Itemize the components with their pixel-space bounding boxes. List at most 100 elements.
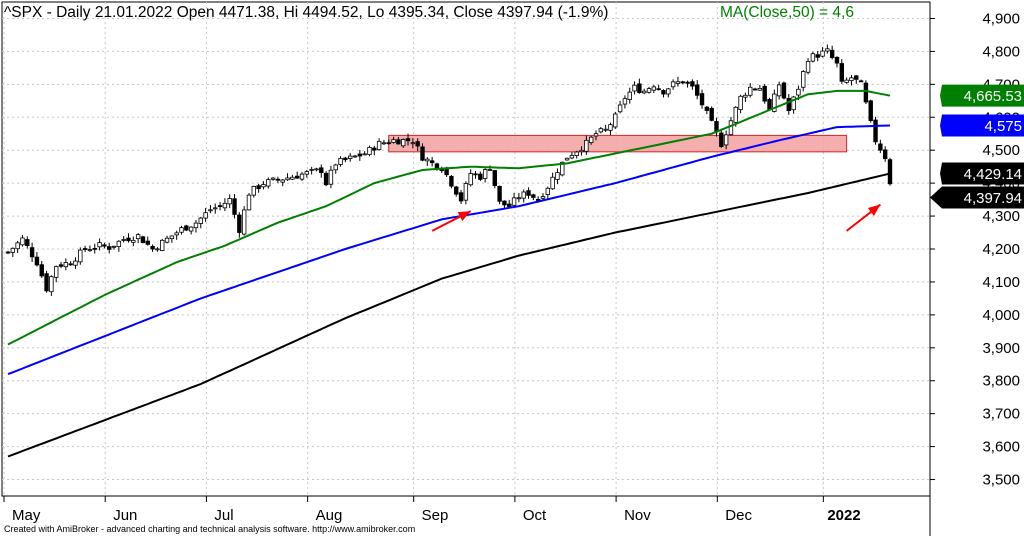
y-axis: 3,500 3,600 3,700 3,800 3,900 4,000 4,100 4,200… xyxy=(929,2,1020,536)
candle-body xyxy=(29,247,35,258)
candle-body xyxy=(338,157,343,165)
candle-body xyxy=(781,82,787,99)
candle-body xyxy=(540,196,546,199)
candle-body xyxy=(791,96,796,111)
candle-body xyxy=(714,121,719,133)
candle-body xyxy=(545,187,551,195)
candle-body xyxy=(574,151,579,156)
price-tag-label: 4,575 xyxy=(984,118,1022,135)
candle-body xyxy=(15,242,20,250)
y-tick-label: 3,500 xyxy=(982,472,1020,489)
candle-body xyxy=(801,71,806,88)
candle-body xyxy=(97,242,102,248)
candle-body xyxy=(87,249,93,252)
candle-body xyxy=(396,139,401,145)
x-tick-label: May xyxy=(12,507,41,524)
candle-body xyxy=(391,139,396,143)
candle-body xyxy=(767,99,772,110)
candle-body xyxy=(685,81,690,84)
candle-body xyxy=(319,167,324,174)
candle-body xyxy=(53,266,59,278)
candle-body xyxy=(111,245,117,248)
candle-body xyxy=(92,247,97,250)
candle-body xyxy=(454,186,459,195)
price-tag-bg xyxy=(940,84,1024,107)
candle-body xyxy=(752,88,758,91)
price-tag-bg xyxy=(930,186,1024,209)
candle-body xyxy=(237,214,242,233)
candle-body xyxy=(670,81,676,88)
candle-body xyxy=(507,203,512,208)
price-tag: 4,397.94 xyxy=(930,186,1024,209)
candle-body xyxy=(733,106,738,123)
candles xyxy=(5,44,893,296)
ma-line xyxy=(7,124,891,376)
ma-line xyxy=(7,172,891,458)
y-tick-label: 4,900 xyxy=(982,10,1020,27)
candle-body xyxy=(844,79,849,83)
candle-body xyxy=(854,75,859,80)
y-tick-label: 4,500 xyxy=(982,142,1020,159)
candle-body xyxy=(786,98,791,112)
candle-body xyxy=(401,139,406,147)
candle-body xyxy=(246,194,252,211)
candle-body xyxy=(5,251,11,254)
candle-body xyxy=(323,172,329,186)
candle-body xyxy=(646,88,652,93)
x-tick-label: Sep xyxy=(422,507,449,524)
candle-body xyxy=(810,53,816,62)
candle-body xyxy=(719,132,724,147)
candle-body xyxy=(174,232,179,236)
candle-body xyxy=(516,197,522,200)
resistance-zone xyxy=(388,134,848,153)
candle-body xyxy=(511,197,517,206)
candle-body xyxy=(882,149,888,160)
candle-body xyxy=(208,209,213,212)
candle-body xyxy=(362,153,367,156)
y-tick-label: 4,000 xyxy=(982,307,1020,324)
x-tick-label: Jul xyxy=(214,507,233,524)
candle-body xyxy=(34,256,40,266)
price-tag: 4,429.14 xyxy=(940,162,1024,185)
candle-body xyxy=(439,169,444,172)
y-tick-label: 4,100 xyxy=(982,274,1020,291)
candle-body xyxy=(270,177,276,180)
candle-body xyxy=(555,172,560,180)
candle-body xyxy=(651,86,657,91)
candle-body xyxy=(709,107,714,121)
candle-body xyxy=(256,185,261,190)
x-tick-label: 2022 xyxy=(827,507,860,524)
candle-body xyxy=(78,249,83,263)
candle-body xyxy=(299,173,305,180)
price-tag-bg xyxy=(940,162,1024,185)
symbol-header: ^SPX - Daily 21.01.2022 Open 4471.38, Hi… xyxy=(4,4,608,21)
candle-body xyxy=(203,212,208,219)
candle-body xyxy=(478,173,483,180)
candle-body xyxy=(637,83,642,93)
candle-body xyxy=(58,264,64,267)
candle-body xyxy=(222,202,228,209)
y-tick-label: 4,200 xyxy=(982,241,1020,258)
candle-body xyxy=(372,147,377,151)
candle-body xyxy=(656,88,661,91)
candle-body xyxy=(266,179,271,187)
candle-body xyxy=(285,177,290,181)
candle-body xyxy=(294,175,300,179)
candle-body xyxy=(82,248,88,250)
y-tick-label: 3,800 xyxy=(982,373,1020,390)
candle-body xyxy=(352,155,358,158)
candle-body xyxy=(829,49,835,58)
y-tick-label: 3,900 xyxy=(982,340,1020,357)
price-tag-label: 4,397.94 xyxy=(964,190,1022,207)
candle-body xyxy=(425,158,430,162)
candle-body xyxy=(309,168,314,171)
candle-body xyxy=(44,273,49,292)
candle-body xyxy=(878,143,883,151)
candle-body xyxy=(535,198,541,201)
candle-body xyxy=(386,142,391,145)
candle-body xyxy=(666,88,671,95)
candle-body xyxy=(376,140,382,151)
candle-body xyxy=(521,191,526,199)
price-tag: 4,665.53 xyxy=(940,84,1024,107)
